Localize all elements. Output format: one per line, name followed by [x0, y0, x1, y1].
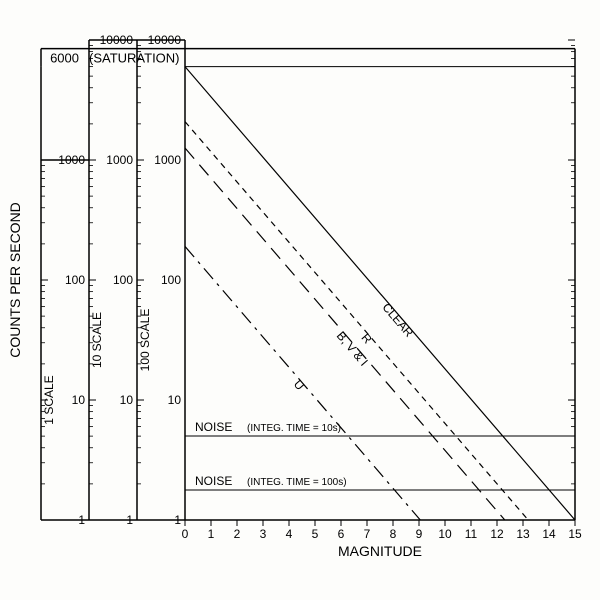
svg-text:14: 14: [542, 527, 556, 541]
noise-sublabel: (INTEG. TIME = 10s): [247, 423, 341, 434]
x-axis-label: MAGNITUDE: [338, 543, 422, 559]
svg-text:0: 0: [182, 527, 189, 541]
svg-text:1000: 1000: [106, 153, 133, 167]
svg-text:4: 4: [286, 527, 293, 541]
counts-vs-magnitude-chart: 6000(SATURATION)10001001011 SCALE1000010…: [0, 0, 600, 600]
svg-text:10: 10: [438, 527, 452, 541]
svg-text:9: 9: [416, 527, 423, 541]
svg-text:10000: 10000: [100, 33, 134, 47]
svg-text:1000: 1000: [154, 153, 181, 167]
scale-label: 100 SCALE: [138, 309, 152, 372]
svg-text:2: 2: [234, 527, 241, 541]
svg-text:1: 1: [174, 513, 181, 527]
svg-text:7: 7: [364, 527, 371, 541]
noise-sublabel: (INTEG. TIME = 100s): [247, 477, 347, 488]
noise-label: NOISE: [195, 420, 232, 434]
svg-text:10: 10: [168, 393, 182, 407]
svg-text:15: 15: [568, 527, 582, 541]
saturation-value: 6000: [50, 51, 79, 66]
svg-text:10: 10: [120, 393, 134, 407]
scale-label: 10 SCALE: [90, 312, 104, 368]
svg-text:1: 1: [208, 527, 215, 541]
svg-text:6: 6: [338, 527, 345, 541]
svg-text:100: 100: [161, 273, 181, 287]
svg-text:1: 1: [126, 513, 133, 527]
svg-text:13: 13: [516, 527, 530, 541]
svg-text:11: 11: [465, 527, 478, 541]
svg-text:100: 100: [113, 273, 133, 287]
chart-bg: [0, 0, 600, 600]
svg-text:1: 1: [78, 513, 85, 527]
svg-text:3: 3: [260, 527, 267, 541]
svg-text:100: 100: [65, 273, 85, 287]
svg-text:8: 8: [390, 527, 397, 541]
svg-text:12: 12: [490, 527, 504, 541]
scale-label: 1 SCALE: [42, 375, 56, 424]
svg-text:1000: 1000: [58, 153, 85, 167]
y-axis-label: COUNTS PER SECOND: [7, 202, 23, 358]
saturation-label: (SATURATION): [89, 51, 180, 66]
svg-text:10000: 10000: [148, 33, 182, 47]
noise-label: NOISE: [195, 474, 232, 488]
svg-text:5: 5: [312, 527, 319, 541]
svg-text:10: 10: [72, 393, 86, 407]
